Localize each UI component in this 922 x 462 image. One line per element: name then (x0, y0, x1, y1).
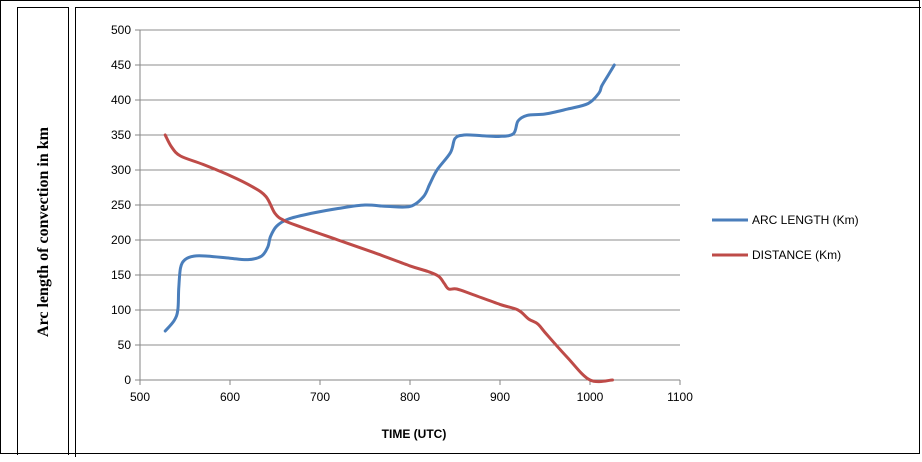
y-tick-label-50: 50 (118, 338, 132, 352)
x-tick-label-900: 900 (490, 390, 510, 404)
series-line-arc-length-km (163, 63, 616, 333)
legend-label-arc-length-km: ARC LENGTH (Km) (752, 213, 859, 227)
y-tick-label-450: 450 (111, 58, 131, 72)
x-tick-label-500: 500 (130, 390, 150, 404)
y-tick-label-200: 200 (111, 233, 131, 247)
line-chart: 0 50 100 150 200 250 300 350 400 450 500 500 600 700 8… (111, 23, 859, 441)
y-tick-label-400: 400 (111, 93, 131, 107)
x-tick-label-1100: 1100 (667, 390, 693, 404)
axes: 0 50 100 150 200 250 300 350 400 450 500 500 600 700 8… (111, 23, 693, 404)
chart-area: 0 50 100 150 200 250 300 350 400 450 500 500 600 700 8… (75, 7, 921, 457)
y-tick-label-350: 350 (111, 128, 131, 142)
y-tick-label-100: 100 (111, 303, 131, 317)
y-axis-label-cell: Arc length of convection in km (17, 7, 69, 455)
x-tick-label-800: 800 (400, 390, 420, 404)
x-axis-title: TIME (UTC) (382, 427, 447, 441)
x-tick-label-700: 700 (310, 390, 330, 404)
y-tick-label-250: 250 (111, 198, 131, 212)
legend: ARC LENGTH (Km) DISTANCE (Km) (712, 213, 859, 262)
series-lines (163, 63, 616, 384)
x-tick-label-1000: 1000 (577, 390, 604, 404)
y-axis-label-wrapper: Arc length of convection in km (18, 8, 70, 456)
series-line-distance-km (163, 133, 614, 384)
legend-label-distance-km: DISTANCE (Km) (752, 248, 841, 262)
y-tick-label-500: 500 (111, 23, 131, 37)
y-axis-label: Arc length of convection in km (35, 127, 53, 337)
y-tick-label-300: 300 (111, 163, 131, 177)
y-tick-label-0: 0 (124, 373, 131, 387)
grid-lines (140, 29, 680, 346)
x-tick-label-600: 600 (220, 390, 240, 404)
y-tick-label-150: 150 (111, 268, 131, 282)
